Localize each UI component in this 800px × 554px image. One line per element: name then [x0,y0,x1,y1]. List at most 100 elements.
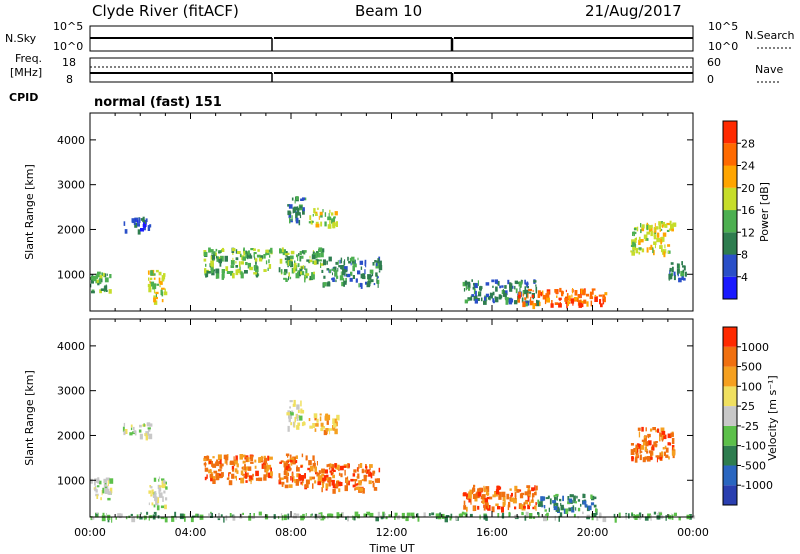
power-cell [670,262,674,265]
power-cell [572,288,574,294]
velocity-cell [670,432,674,437]
power-cell [91,290,95,294]
velocity-cell [147,428,151,432]
velocity-cell [483,487,486,493]
power-cell [312,220,314,223]
velocity-cell [645,456,650,460]
power-cell [667,244,671,247]
power-cell [159,285,161,288]
velocity-cell [309,476,312,481]
velocity-cell [244,464,246,471]
power-cell [103,272,105,277]
velocity-cell [263,464,267,469]
power-cell [532,289,534,292]
power-cell [309,215,312,221]
power-cell [662,232,667,237]
velocity-cell [444,516,448,523]
velocity-cell [106,485,109,491]
power-cell [328,213,330,217]
velocity-cell [380,516,384,520]
velocity-cell [478,487,483,492]
velocity-cell [157,497,160,503]
velocity-cell [333,469,336,472]
velocity-cell [584,504,588,508]
velocity-cell [636,447,639,453]
velocity-cell [109,478,114,484]
velocity-cell [255,477,260,481]
velocity-cell [226,459,228,466]
velocity-cell [362,470,365,473]
power-cell [520,283,522,288]
velocity-cell [195,513,198,518]
power-cell [474,299,478,304]
velocity-cell [158,485,163,488]
power-colorbar-segment-7 [723,121,737,144]
velocity-cell [498,491,502,495]
power-cell [538,293,540,296]
power-cell [598,294,602,297]
power-cell [684,271,687,277]
power-cell [243,249,245,252]
velocity-cell [473,484,475,490]
velocity-cell [296,465,298,471]
velocity-colorbar-tick-label-7: -1000 [741,479,773,492]
velocity-cell [333,423,337,428]
power-cell [639,239,644,243]
power-cell [653,231,655,237]
velocity-cell [245,480,248,483]
velocity-cell [117,513,122,517]
velocity-cell [143,515,147,520]
velocity-cell [596,516,599,521]
power-cell [545,293,550,297]
power-cell [208,247,211,253]
velocity-cell [533,516,536,519]
velocity-cell [484,498,489,503]
velocity-cell [248,515,252,521]
velocity-cell [527,487,530,492]
power-cell [648,225,652,230]
power-cell [467,281,471,285]
velocity-colorbar-segment-2 [723,445,737,466]
power-cell [232,257,234,261]
velocity-cell [501,506,504,513]
power-cell [104,285,108,291]
velocity-cell [595,508,598,513]
power-cell [508,298,513,305]
velocity-cell [254,459,257,463]
power-cell [317,252,321,258]
power-cell [517,294,521,299]
velocity-heatmap-data [90,399,696,523]
power-colorbar-segment-2 [723,232,737,255]
velocity-colorbar-tick-label-2: 100 [741,380,762,393]
velocity-cell [325,413,329,420]
velocity-cell [106,513,107,518]
velocity-cell [148,423,153,427]
power-cell [568,301,571,305]
velocity-cell [325,483,329,489]
power-cell [326,260,328,265]
power-cell [670,224,673,229]
velocity-cell [329,470,332,473]
velocity-cell [644,516,649,521]
power-cell [518,281,521,287]
velocity-cell [477,505,480,510]
power-cell [567,301,569,307]
velocity-cell [313,413,318,419]
power-region-11 [668,261,687,283]
velocity-cell [546,512,549,517]
velocity-cell [268,472,271,479]
velocity-cell [286,463,290,469]
velocity-cell [220,473,223,478]
velocity-cell [317,475,322,482]
velocity-cell [225,515,228,521]
power-cell [294,260,296,264]
velocity-cell [502,504,505,507]
power-cell [635,247,639,254]
power-cell [239,253,242,258]
velocity-cell [328,477,332,483]
velocity-cell [290,476,292,481]
power-cell [203,251,208,257]
power-cell [651,224,653,228]
power-ylabel: Slant Range [km] [23,164,36,260]
velocity-cell [151,502,154,506]
